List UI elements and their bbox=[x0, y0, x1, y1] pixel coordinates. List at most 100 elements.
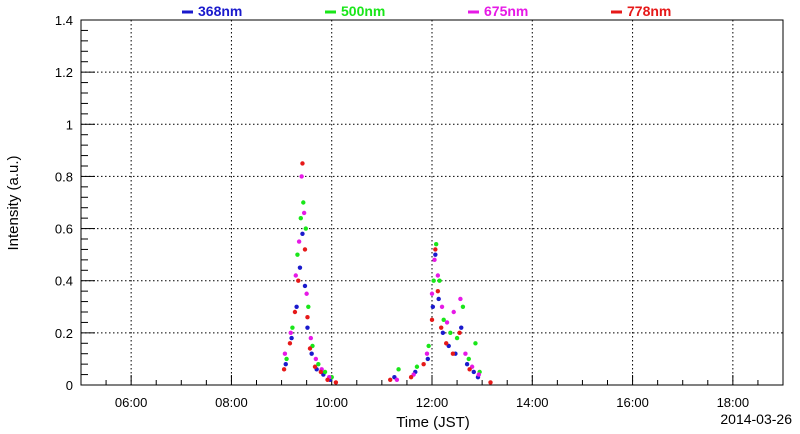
data-point bbox=[408, 374, 414, 380]
data-point bbox=[333, 380, 339, 385]
data-point bbox=[432, 257, 437, 263]
data-point bbox=[463, 351, 468, 356]
data-point bbox=[444, 341, 449, 346]
y-tick-label: 1 bbox=[66, 117, 73, 132]
data-point bbox=[425, 356, 431, 362]
axis-ticks: 06:00 08:00 10:00 12:00 14:00 16:00 18:00 0 0.2 0… bbox=[55, 13, 784, 410]
series-675nm bbox=[282, 174, 481, 382]
data-point bbox=[287, 341, 293, 346]
data-point bbox=[283, 361, 288, 367]
data-point bbox=[300, 161, 305, 166]
data-point bbox=[282, 351, 288, 356]
x-tick-label: 18:00 bbox=[717, 395, 750, 410]
data-point bbox=[450, 351, 456, 356]
data-point bbox=[476, 372, 481, 377]
data-point bbox=[451, 309, 456, 315]
data-point bbox=[316, 361, 321, 367]
y-tick-label: 0.6 bbox=[55, 222, 73, 237]
series-368nm bbox=[283, 231, 481, 382]
data-point bbox=[444, 320, 450, 325]
grid-lines bbox=[81, 20, 783, 385]
x-tick-label: 06:00 bbox=[115, 395, 148, 410]
data-point bbox=[440, 330, 446, 336]
series-500nm bbox=[284, 200, 482, 380]
y-axis-title: Intensity (a.u.) bbox=[5, 155, 22, 250]
data-point bbox=[297, 265, 303, 270]
data-point bbox=[457, 330, 462, 336]
y-tick-label: 0 bbox=[66, 378, 73, 393]
data-point bbox=[466, 356, 471, 362]
data-point bbox=[448, 330, 453, 336]
data-point bbox=[305, 315, 310, 320]
data-point bbox=[322, 369, 328, 375]
x-tick-label: 08:00 bbox=[215, 395, 248, 410]
data-point bbox=[281, 367, 287, 372]
data-point bbox=[308, 335, 314, 341]
data-point bbox=[435, 288, 441, 294]
data-point bbox=[488, 380, 493, 385]
legend-label: 500nm bbox=[341, 3, 385, 19]
data-point bbox=[438, 325, 444, 330]
data-points bbox=[281, 161, 493, 385]
data-point bbox=[301, 200, 306, 205]
data-point bbox=[296, 239, 302, 244]
data-point bbox=[396, 367, 401, 372]
x-tick-label: 10:00 bbox=[315, 395, 348, 410]
data-point bbox=[302, 247, 308, 252]
x-tick-label: 12:00 bbox=[416, 395, 449, 410]
data-point bbox=[435, 273, 441, 278]
data-point bbox=[388, 377, 393, 382]
data-point bbox=[429, 317, 435, 323]
data-point bbox=[288, 330, 293, 336]
data-point bbox=[426, 343, 431, 349]
data-point bbox=[298, 215, 303, 221]
data-point bbox=[441, 317, 446, 323]
legend: 368nm 500nm 675nm 778nm bbox=[182, 3, 671, 19]
data-point bbox=[304, 291, 309, 296]
data-point bbox=[460, 304, 466, 309]
data-point bbox=[303, 226, 309, 231]
data-point bbox=[295, 252, 300, 257]
data-point bbox=[306, 304, 311, 309]
data-point bbox=[433, 252, 438, 257]
data-point bbox=[454, 335, 460, 341]
x-axis-title: Time (JST) bbox=[396, 414, 470, 431]
data-point bbox=[464, 361, 470, 367]
data-point bbox=[467, 367, 472, 372]
data-point bbox=[437, 278, 442, 283]
date-label: 2014-03-26 bbox=[720, 411, 792, 427]
data-point bbox=[296, 278, 301, 283]
y-tick-label: 1.4 bbox=[55, 13, 73, 28]
data-point bbox=[473, 341, 478, 346]
data-point bbox=[293, 273, 298, 278]
data-point bbox=[433, 247, 438, 252]
y-tick-label: 0.4 bbox=[55, 274, 73, 289]
data-point bbox=[302, 283, 308, 289]
legend-label: 368nm bbox=[198, 3, 242, 19]
data-point bbox=[294, 304, 299, 309]
y-tick-label: 0.8 bbox=[55, 169, 73, 184]
data-point bbox=[424, 351, 430, 356]
data-point bbox=[312, 364, 318, 369]
data-point bbox=[394, 377, 400, 382]
data-point bbox=[290, 325, 295, 330]
data-point bbox=[458, 296, 463, 302]
data-point bbox=[439, 304, 445, 309]
data-point bbox=[309, 351, 314, 356]
x-tick-label: 14:00 bbox=[516, 395, 549, 410]
data-point bbox=[436, 296, 441, 302]
series-778nm bbox=[281, 161, 493, 385]
data-point bbox=[318, 369, 324, 375]
data-point bbox=[433, 242, 439, 247]
legend-label: 675nm bbox=[484, 3, 528, 19]
data-point bbox=[305, 325, 310, 330]
plot-frame bbox=[80, 19, 784, 386]
data-point bbox=[471, 369, 476, 375]
data-point bbox=[301, 210, 307, 216]
y-tick-label: 1.2 bbox=[55, 65, 73, 80]
data-point bbox=[313, 356, 319, 362]
data-point bbox=[459, 325, 464, 330]
data-point bbox=[421, 361, 426, 367]
legend-label: 778nm bbox=[627, 3, 671, 19]
